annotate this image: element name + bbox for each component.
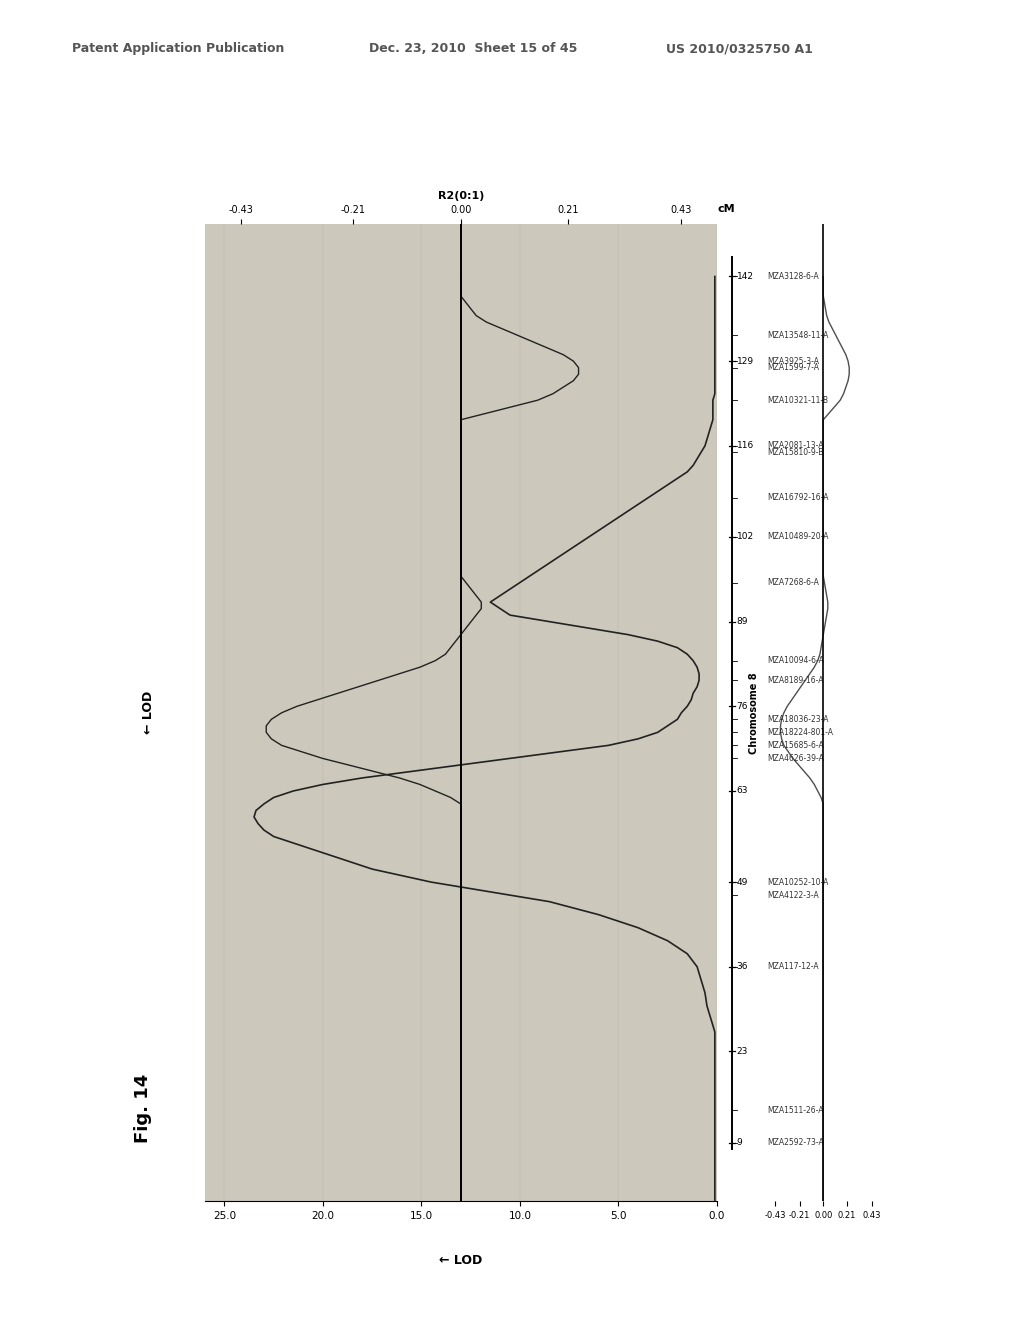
Text: 36: 36 xyxy=(736,962,749,972)
Text: MZA3925-3-A: MZA3925-3-A xyxy=(767,356,819,366)
Text: MZA4626-39-A: MZA4626-39-A xyxy=(767,754,824,763)
Text: MZA7268-6-A: MZA7268-6-A xyxy=(767,578,819,587)
Text: 9: 9 xyxy=(736,1138,742,1147)
Text: Chromosome 8: Chromosome 8 xyxy=(750,672,760,754)
Text: 102: 102 xyxy=(736,532,754,541)
Text: MZA3128-6-A: MZA3128-6-A xyxy=(767,272,819,281)
Text: MZA4122-3-A: MZA4122-3-A xyxy=(767,891,819,900)
Text: MZA10321-11-B: MZA10321-11-B xyxy=(767,396,828,405)
Text: MZA16792-16-A: MZA16792-16-A xyxy=(767,494,828,503)
X-axis label: R2(0:1): R2(0:1) xyxy=(437,191,484,201)
Text: Patent Application Publication: Patent Application Publication xyxy=(72,42,284,55)
Text: MZA117-12-A: MZA117-12-A xyxy=(767,962,818,972)
Text: 23: 23 xyxy=(736,1047,748,1056)
Text: 116: 116 xyxy=(736,441,754,450)
Text: MZA18224-801-A: MZA18224-801-A xyxy=(767,727,833,737)
Text: cM: cM xyxy=(718,203,735,214)
Text: MZA10489-20-A: MZA10489-20-A xyxy=(767,532,828,541)
Text: ← LOD: ← LOD xyxy=(142,692,155,734)
Text: MZA8189-16-A: MZA8189-16-A xyxy=(767,676,823,685)
Text: MZA10252-10-A: MZA10252-10-A xyxy=(767,878,828,887)
Text: Dec. 23, 2010  Sheet 15 of 45: Dec. 23, 2010 Sheet 15 of 45 xyxy=(369,42,577,55)
Text: 89: 89 xyxy=(736,618,749,626)
Text: 49: 49 xyxy=(736,878,748,887)
Text: MZA1599-7-A: MZA1599-7-A xyxy=(767,363,819,372)
Text: 129: 129 xyxy=(736,356,754,366)
Text: MZA1511-26-A: MZA1511-26-A xyxy=(767,1106,823,1114)
Text: MZA13548-11-A: MZA13548-11-A xyxy=(767,330,828,339)
Text: MZA15810-9-B: MZA15810-9-B xyxy=(767,447,823,457)
Text: ← LOD: ← LOD xyxy=(439,1254,482,1267)
Text: MZA18036-23-A: MZA18036-23-A xyxy=(767,715,828,723)
Text: 76: 76 xyxy=(736,702,749,710)
Text: US 2010/0325750 A1: US 2010/0325750 A1 xyxy=(666,42,812,55)
Text: Fig. 14: Fig. 14 xyxy=(134,1073,153,1143)
Text: MZA2081-13-A: MZA2081-13-A xyxy=(767,441,823,450)
Text: MZA10094-6-A: MZA10094-6-A xyxy=(767,656,824,665)
Text: MZA2592-73-A: MZA2592-73-A xyxy=(767,1138,823,1147)
Text: 63: 63 xyxy=(736,787,749,796)
Text: MZA15685-6-A: MZA15685-6-A xyxy=(767,741,823,750)
Text: 142: 142 xyxy=(736,272,754,281)
